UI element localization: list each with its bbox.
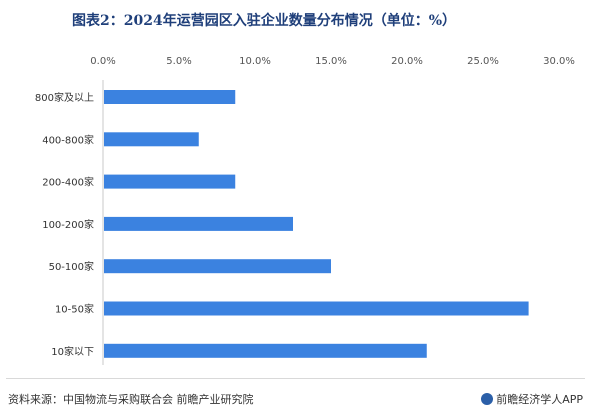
category-label: 200-400家	[42, 176, 94, 189]
category-label: 100-200家	[42, 218, 94, 231]
bar	[104, 216, 293, 231]
category-label: 800家及以上	[35, 91, 94, 104]
x-tick-label: 20.0%	[391, 56, 423, 67]
bar-chart: 0.0% 5.0% 10.0% 15.0% 20.0% 25.0% 30.0% 800家及以…	[35, 56, 575, 365]
source-note: 资料来源：中国物流与采购联合会 前瞻产业研究院	[8, 393, 254, 406]
brand-text: 前瞻经济学人APP	[496, 393, 583, 406]
category-label: 50-100家	[49, 260, 94, 273]
bar	[104, 343, 427, 358]
category-label: 10家以下	[51, 345, 94, 358]
chart-title: 图表2：2024年运营园区入驻企业数量分布情况（单位：%）	[72, 13, 457, 29]
x-tick-label: 25.0%	[467, 56, 499, 67]
category-label: 400-800家	[42, 133, 94, 146]
bars	[104, 90, 529, 358]
category-label: 10-50家	[55, 303, 94, 316]
y-axis-categories: 800家及以上 400-800家 200-400家 100-200家 50-100家 10…	[35, 91, 94, 358]
brand-logo-icon	[481, 393, 494, 405]
x-tick-label: 10.0%	[239, 56, 271, 67]
bar	[104, 259, 331, 274]
x-tick-label: 5.0%	[166, 56, 191, 67]
bar	[104, 301, 529, 316]
bar	[104, 174, 236, 189]
footer-divider	[6, 378, 585, 379]
brand-label: 前瞻经济学人APP	[481, 391, 583, 407]
x-tick-label: 15.0%	[315, 56, 347, 67]
x-tick-label: 0.0%	[90, 56, 115, 67]
bar	[104, 90, 236, 104]
x-tick-label: 30.0%	[543, 56, 575, 67]
x-axis-ticks: 0.0% 5.0% 10.0% 15.0% 20.0% 25.0% 30.0%	[90, 56, 575, 67]
bar	[104, 132, 199, 147]
